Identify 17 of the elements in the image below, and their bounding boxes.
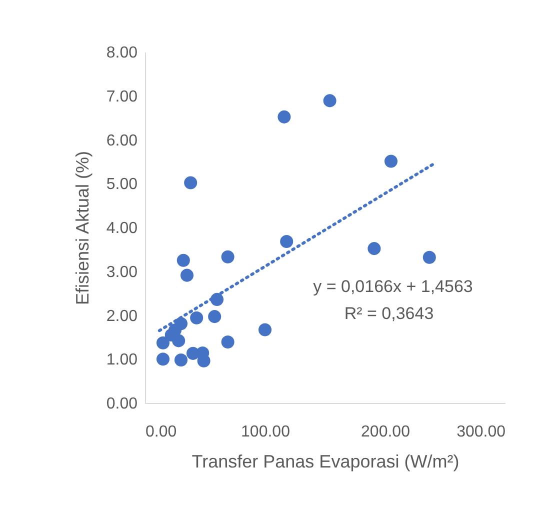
- y-axis-title: Efisiensi Aktual (%): [72, 150, 92, 306]
- x-tick-label: 0.00: [146, 424, 177, 440]
- y-tick-label: 1.00: [106, 352, 138, 369]
- x-tick-label: 100.00: [241, 424, 290, 440]
- x-tick-label: 300.00: [456, 424, 506, 440]
- x-tick-label: 200.00: [361, 424, 410, 440]
- y-tick-label: 0.00: [106, 396, 138, 412]
- x-axis-title: Transfer Panas Evaporasi (W/m²): [192, 452, 460, 472]
- y-tick-label: 4.00: [106, 220, 138, 237]
- y-tick-label: 5.00: [106, 176, 138, 194]
- annotation: R² = 0,3643: [344, 304, 434, 323]
- y-tick-label: 7.00: [106, 88, 138, 106]
- annotation: y = 0,0166x + 1,4563: [313, 277, 473, 296]
- y-tick-label: 3.00: [106, 264, 138, 281]
- y-tick-label: 6.00: [106, 132, 138, 150]
- y-tick-label: 2.00: [106, 308, 138, 325]
- y-tick-label: 8.00: [106, 44, 138, 62]
